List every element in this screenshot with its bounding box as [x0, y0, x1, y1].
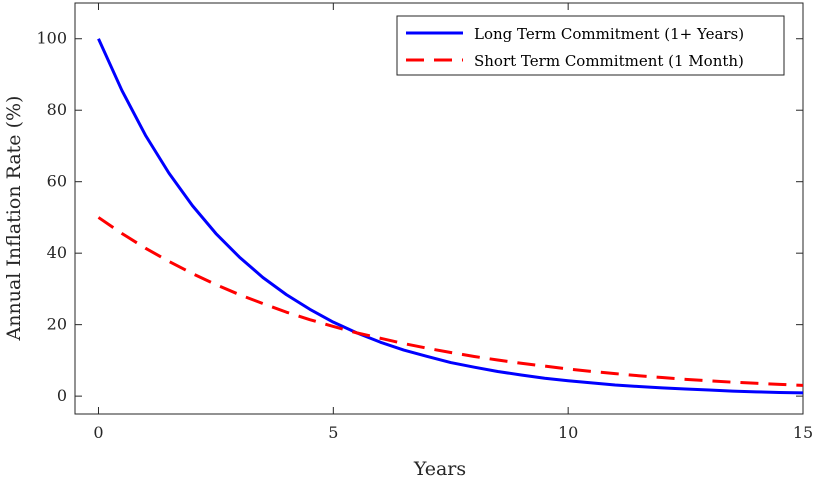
y-tick-label: 0 — [57, 386, 67, 405]
series-line-short-term — [97, 216, 804, 387]
y-tick-label: 20 — [47, 315, 67, 334]
legend: Long Term Commitment (1+ Years) Short Te… — [396, 15, 785, 76]
x-axis-title: Years — [413, 458, 466, 479]
axes-box — [74, 2, 804, 415]
legend-label-long-term: Long Term Commitment (1+ Years) — [474, 25, 744, 43]
x-tick-label: 10 — [558, 423, 578, 442]
series-layer — [97, 38, 804, 395]
legend-box — [396, 15, 785, 76]
x-axis-ticks: 0 5 10 15 — [93, 3, 813, 442]
y-axis-ticks: 0 20 40 60 80 100 — [36, 29, 803, 405]
x-tick-label: 5 — [328, 423, 338, 442]
plot-frame — [74, 2, 804, 415]
y-tick-label: 40 — [47, 243, 67, 262]
legend-label-short-term: Short Term Commitment (1 Month) — [474, 52, 744, 70]
x-tick-label: 15 — [793, 423, 813, 442]
y-tick-label: 60 — [47, 172, 67, 191]
series-line-long-term — [97, 38, 804, 395]
y-axis-title: Annual Inflation Rate (%) — [3, 96, 25, 342]
y-tick-label: 100 — [36, 29, 67, 48]
x-tick-label: 0 — [93, 423, 103, 442]
y-tick-label: 80 — [47, 100, 67, 119]
